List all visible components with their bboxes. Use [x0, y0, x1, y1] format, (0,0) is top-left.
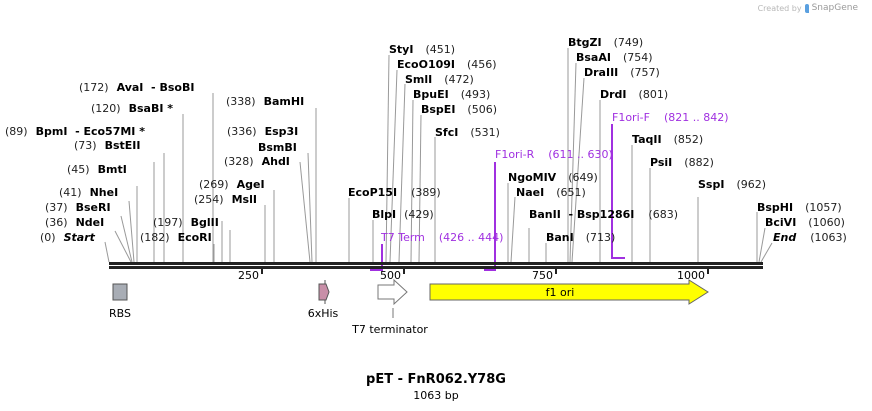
site-naei[interactable]: NaeI (651): [516, 186, 586, 199]
t7-terminator-arrow: [377, 278, 408, 306]
feature-rbs[interactable]: RBS: [109, 283, 131, 320]
site-ahdi[interactable]: (328) AhdI: [224, 155, 290, 168]
site-bsabi[interactable]: (120) BsaBI *: [91, 102, 173, 115]
site-styi[interactable]: StyI (451): [389, 43, 455, 56]
site-bamhi[interactable]: (338) BamHI: [226, 95, 304, 108]
backbone-bottom-strand: [109, 266, 763, 269]
site-psii[interactable]: PsiI (882): [650, 156, 714, 169]
site-bsaai[interactable]: BsaAI (754): [576, 51, 653, 64]
tick-label: 750: [532, 269, 553, 282]
site-bmti[interactable]: (45) BmtI: [67, 163, 127, 176]
snapgene-logo-icon: [804, 3, 809, 13]
left-enzyme-labels: (0) Start (36) NdeI (37) BseRI (41) NheI (45…: [5, 81, 304, 244]
site-bsphi[interactable]: BspHI (1057): [757, 201, 842, 214]
plasmid-linear-map: 250 500 750 1000 RBS 6xHis T7 terminator…: [5, 36, 847, 336]
site-draiii[interactable]: DraIII (757): [584, 66, 660, 79]
site-nhei[interactable]: (41) NheI: [59, 186, 118, 199]
site-sfci[interactable]: SfcI (531): [435, 126, 500, 139]
site-bcivi[interactable]: BciVI (1060): [765, 216, 845, 229]
primer-t7-term[interactable]: T7 Term (426 .. 444): [380, 231, 503, 244]
site-end[interactable]: End (1063): [773, 231, 847, 244]
site-ecori[interactable]: (182) EcoRI: [140, 231, 212, 244]
site-msli[interactable]: (254) MslI: [194, 193, 257, 206]
plasmid-name: pET - FnR062.Y78G: [366, 372, 506, 387]
site-drdi[interactable]: DrdI (801): [600, 88, 668, 101]
site-ngomiv[interactable]: NgoMIV (649): [508, 171, 598, 184]
credit-prefix: Created by: [757, 3, 802, 13]
tick-label: 500: [380, 269, 401, 282]
backbone-top-strand: [109, 262, 763, 265]
plasmid-length: 1063 bp: [413, 389, 459, 402]
credit-brand: SnapGene: [811, 3, 858, 13]
site-agei[interactable]: (269) AgeI: [199, 178, 265, 191]
f1-ori-label: f1 ori: [546, 286, 575, 299]
rbs-box: [112, 283, 128, 301]
primer-f1ori-r[interactable]: F1ori-R (611 .. 630): [495, 148, 613, 161]
site-esp3i[interactable]: (336) Esp3I: [227, 125, 298, 138]
cut-site-leaders: [104, 48, 773, 263]
primer-labels: T7 Term (426 .. 444) F1ori-R (611 .. 630) …: [380, 111, 729, 244]
primer-markers: [370, 124, 625, 271]
site-banii-bsp1286i[interactable]: BanII - Bsp1286I (683): [529, 208, 678, 221]
site-ecop15i[interactable]: EcoP15I (389): [348, 186, 441, 199]
site-avai-bsobi[interactable]: (172) AvaI - BsoBI: [79, 81, 194, 94]
feature-f1-ori[interactable]: f1 ori: [429, 279, 709, 305]
tick-label: 250: [238, 269, 259, 282]
site-bsmbi[interactable]: BsmBI: [258, 141, 297, 154]
site-smli[interactable]: SmlI (472): [405, 73, 474, 86]
feature-t7-terminator[interactable]: T7 terminator: [351, 278, 428, 336]
site-bani[interactable]: BanI (713): [546, 231, 615, 244]
axis-ticks: 250 500 750 1000: [238, 268, 709, 282]
site-bglii[interactable]: (197) BglII: [153, 216, 219, 229]
site-start[interactable]: (0) Start: [40, 231, 96, 244]
site-ndei[interactable]: (36) NdeI: [45, 216, 104, 229]
primer-f1ori-f[interactable]: F1ori-F (821 .. 842): [612, 111, 729, 124]
site-btgzi[interactable]: BtgZI (749): [568, 36, 643, 49]
site-bsteii[interactable]: (73) BstEII: [74, 139, 140, 152]
t7-terminator-label: T7 terminator: [351, 323, 428, 336]
6xhis-label: 6xHis: [308, 307, 339, 320]
site-blpi[interactable]: BlpI (429): [372, 208, 434, 221]
site-bseri[interactable]: (37) BseRI: [45, 201, 111, 214]
site-bpuei[interactable]: BpuEI (493): [413, 88, 490, 101]
site-bpmi-eco57mi[interactable]: (89) BpmI - Eco57MI *: [5, 125, 145, 138]
feature-6xhis[interactable]: 6xHis: [308, 280, 339, 320]
site-ecoo109i[interactable]: EcoO109I (456): [397, 58, 497, 71]
site-sspi[interactable]: SspI (962): [698, 178, 766, 191]
rbs-label: RBS: [109, 307, 131, 320]
6xhis-arrow: [318, 283, 330, 301]
site-taqii[interactable]: TaqII (852): [632, 133, 703, 146]
tick-label: 1000: [677, 269, 705, 282]
snapgene-credit: Created by SnapGene: [758, 3, 858, 13]
f1-ori-arrow: [429, 279, 709, 305]
right-enzyme-labels: EcoP15I (389) BlpI (429) StyI (451) EcoO109…: [348, 36, 847, 244]
site-bspei[interactable]: BspEI (506): [421, 103, 497, 116]
